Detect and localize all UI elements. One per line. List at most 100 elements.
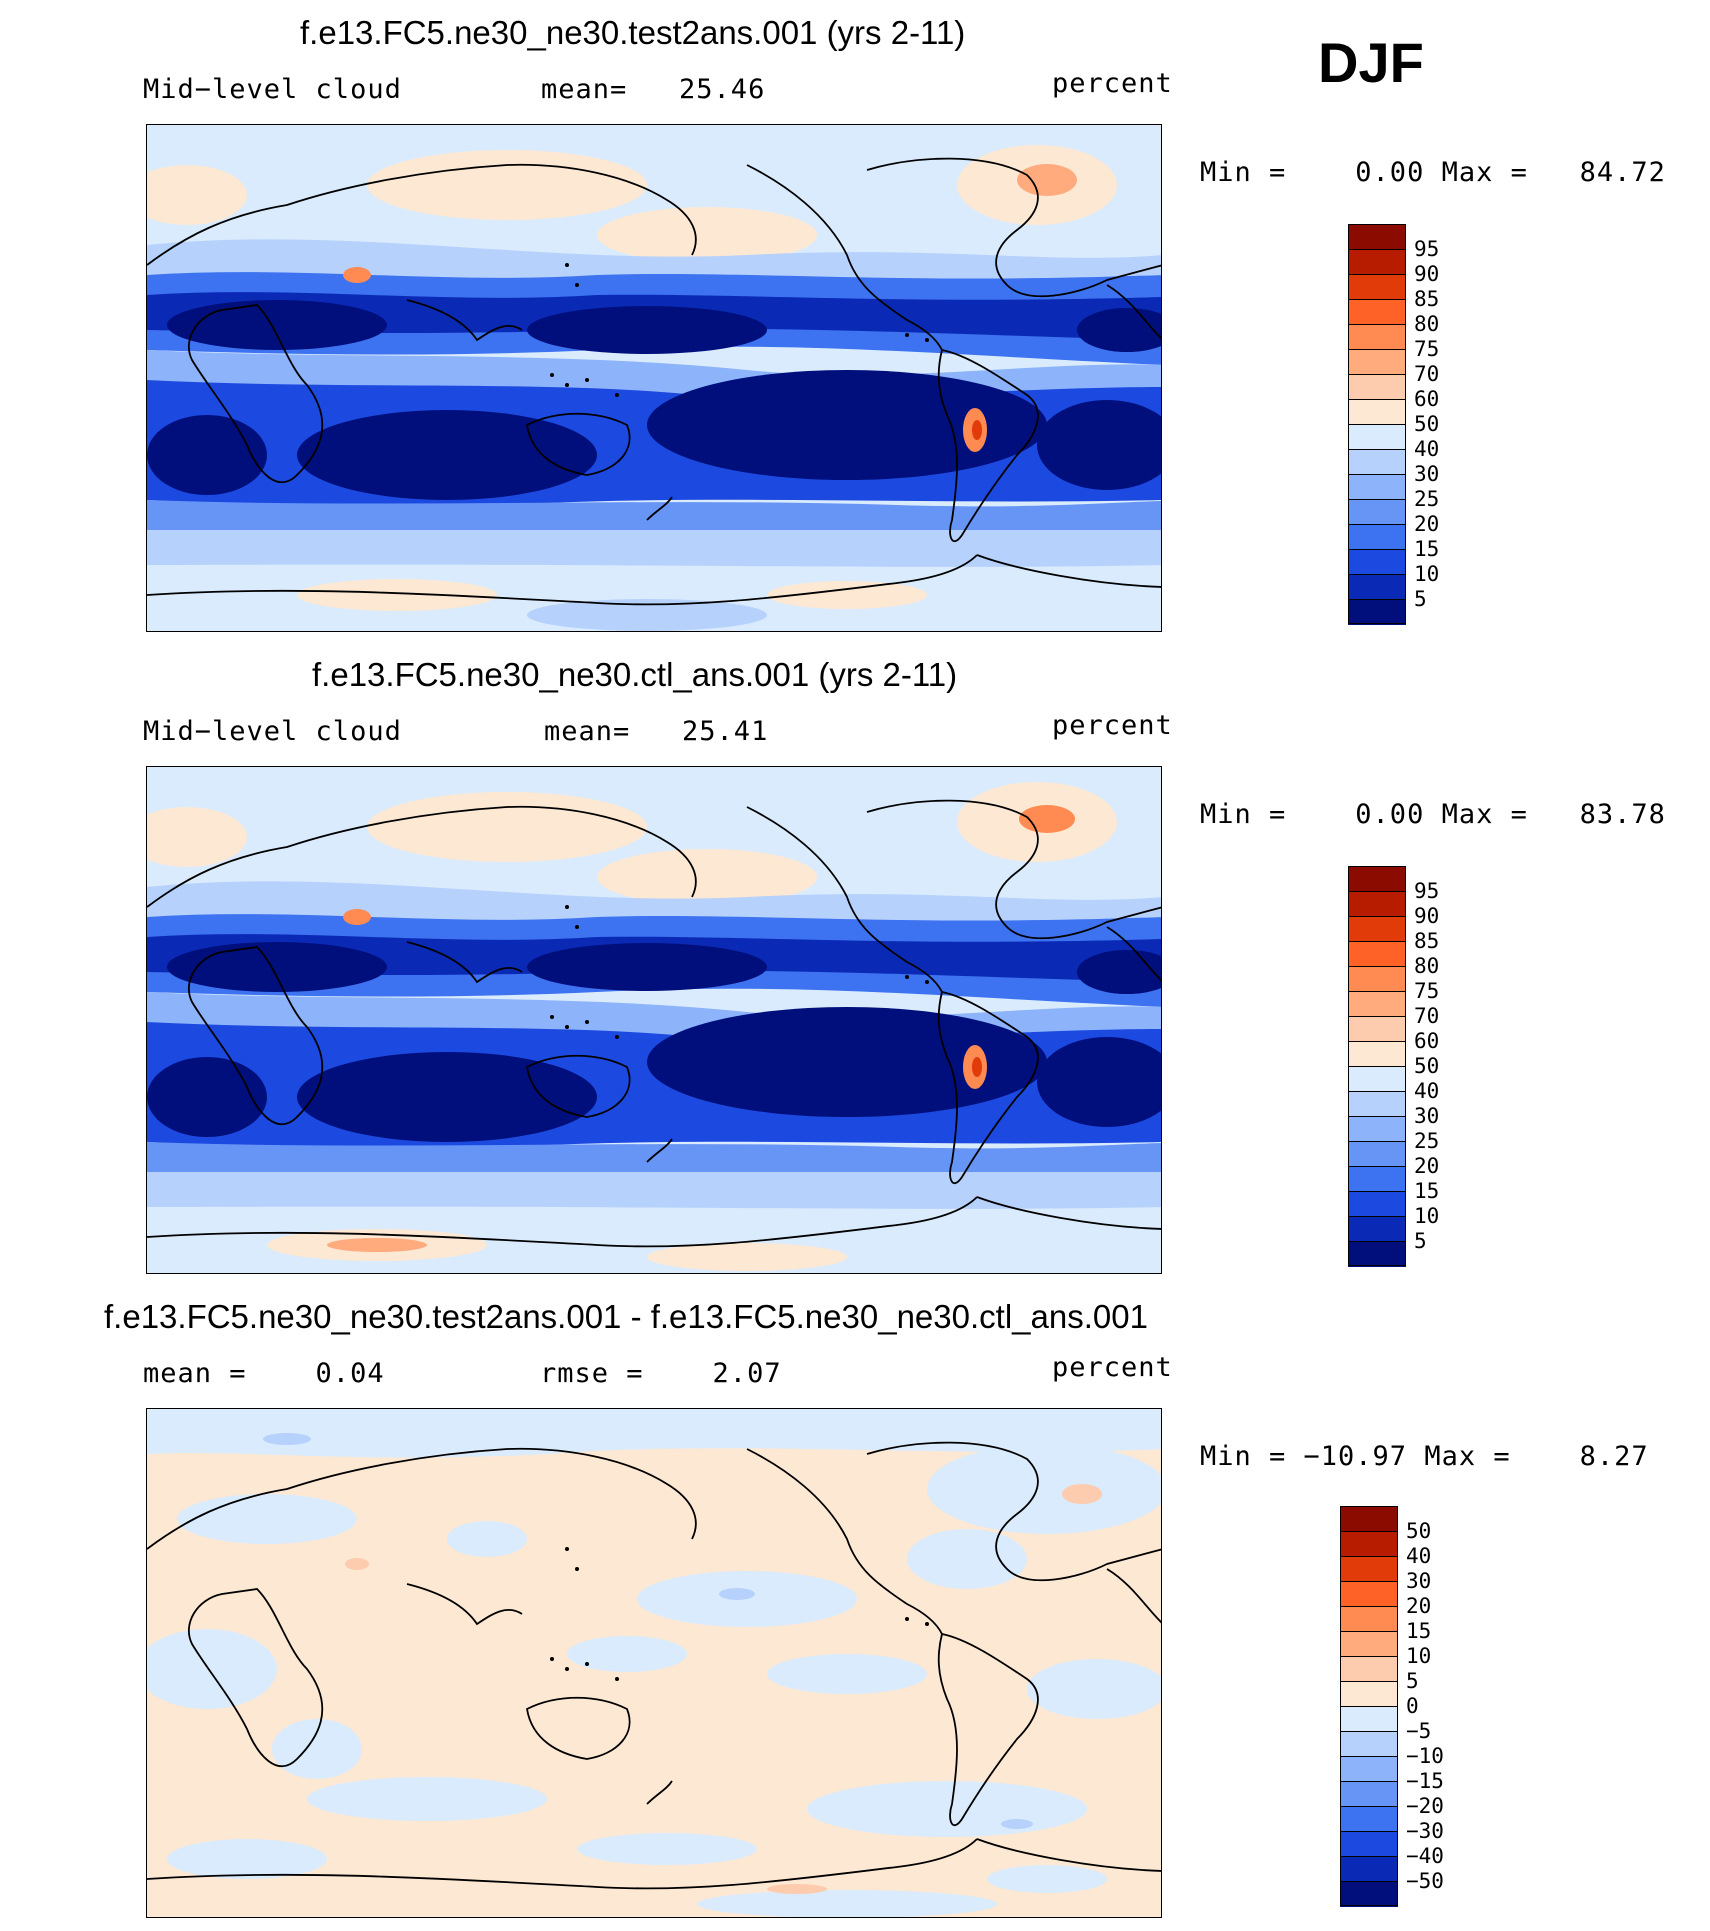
colorbar-swatch [1348, 424, 1406, 450]
colorbar-swatch [1348, 1016, 1406, 1042]
colorbar-tick-label: −30 [1406, 1819, 1444, 1843]
colorbar-swatch [1348, 891, 1406, 917]
colorbar-tick-label: 20 [1414, 512, 1440, 536]
colorbar-swatch [1340, 1656, 1398, 1682]
colorbar-swatch [1348, 1041, 1406, 1067]
colorbar-tick-label: 25 [1414, 487, 1440, 511]
colorbar-swatch [1340, 1781, 1398, 1807]
colorbar-swatch [1340, 1506, 1398, 1532]
colorbar-swatch [1348, 941, 1406, 967]
colorbar-swatch [1340, 1856, 1398, 1882]
colorbar-swatch [1348, 1141, 1406, 1167]
panel-2-map [146, 766, 1162, 1274]
colorbar-swatch [1348, 916, 1406, 942]
colorbar-swatch [1348, 299, 1406, 325]
panel-1-minmax: Min = 0.00 Max = 84.72 [1200, 157, 1666, 188]
colorbar-frame [1348, 866, 1406, 1266]
colorbar-swatch [1340, 1606, 1398, 1632]
panel-3-units-label: percent [1052, 1352, 1173, 1383]
colorbar-tick-label: 25 [1414, 1129, 1440, 1153]
colorbar-tick-label: −15 [1406, 1769, 1444, 1793]
colorbar-tick-label: 40 [1414, 437, 1440, 461]
colorbar-swatch [1348, 224, 1406, 250]
colorbar-tick-label: 10 [1414, 562, 1440, 586]
colorbar-tick-label: 10 [1414, 1204, 1440, 1228]
colorbar-swatch [1340, 1581, 1398, 1607]
colorbar-swatch [1340, 1681, 1398, 1707]
colorbar-tick-label: 40 [1414, 1079, 1440, 1103]
colorbar-swatch [1348, 274, 1406, 300]
colorbar-swatch [1340, 1731, 1398, 1757]
colorbar-tick-label: 10 [1406, 1644, 1432, 1668]
panel-3-map [146, 1408, 1162, 1918]
colorbar-tick-label: −50 [1406, 1869, 1444, 1893]
panel-3-title: f.e13.FC5.ne30_ne30.test2ans.001 - f.e13… [104, 1298, 1148, 1335]
panel-1-map-svg [147, 125, 1161, 631]
colorbar-tick-label: 80 [1414, 954, 1440, 978]
colorbar-tick-label: 95 [1414, 237, 1440, 261]
colorbar-frame [1340, 1506, 1398, 1906]
colorbar-tick-label: 0 [1406, 1694, 1419, 1718]
colorbar-tick-label: 40 [1406, 1544, 1432, 1568]
colorbar-swatch [1340, 1881, 1398, 1907]
colorbar-swatch [1348, 866, 1406, 892]
colorbar-tick-label: −10 [1406, 1744, 1444, 1768]
colorbar-swatch [1348, 524, 1406, 550]
colorbar-tick-label: 30 [1414, 462, 1440, 486]
season-label: DJF [1318, 31, 1424, 94]
colorbar-swatch [1340, 1756, 1398, 1782]
colorbar-tick-label: 20 [1414, 1154, 1440, 1178]
colorbar-swatch [1348, 1191, 1406, 1217]
panel-1-title: f.e13.FC5.ne30_ne30.test2ans.001 (yrs 2-… [300, 14, 966, 51]
colorbar-swatch [1348, 1241, 1406, 1267]
colorbar-tick-label: 15 [1406, 1619, 1432, 1643]
colorbar-tick-label: 20 [1406, 1594, 1432, 1618]
colorbar-swatch [1348, 499, 1406, 525]
colorbar-swatch [1340, 1831, 1398, 1857]
panel-3-mean-label: mean = 0.04 [143, 1358, 385, 1389]
colorbar-swatch [1348, 1216, 1406, 1242]
colorbar-tick-label: 15 [1414, 537, 1440, 561]
colorbar-tick-label: −5 [1406, 1719, 1432, 1743]
colorbar-swatch [1340, 1531, 1398, 1557]
colorbar-swatch [1340, 1556, 1398, 1582]
colorbar-swatch [1340, 1631, 1398, 1657]
colorbar-swatch [1348, 449, 1406, 475]
colorbar-swatch [1348, 599, 1406, 625]
panel-2-units-label: percent [1052, 710, 1173, 741]
colorbar-tick-label: 70 [1414, 1004, 1440, 1028]
colorbar-swatch [1348, 1166, 1406, 1192]
colorbar-tick-label: 30 [1406, 1569, 1432, 1593]
colorbar-swatch [1348, 991, 1406, 1017]
panel-2-minmax: Min = 0.00 Max = 83.78 [1200, 799, 1666, 830]
colorbar-tick-label: 85 [1414, 929, 1440, 953]
panel-1-map [146, 124, 1162, 632]
colorbar-tick-label: 80 [1414, 312, 1440, 336]
panel-3-minmax: Min = −10.97 Max = 8.27 [1200, 1441, 1649, 1472]
colorbar-swatch [1348, 324, 1406, 350]
colorbar-swatch [1348, 399, 1406, 425]
colorbar-swatch [1340, 1706, 1398, 1732]
colorbar-tick-label: 50 [1414, 1054, 1440, 1078]
colorbar-swatch [1348, 1116, 1406, 1142]
colorbar-tick-label: 90 [1414, 904, 1440, 928]
panel-1-mean-label: mean= 25.46 [541, 74, 766, 105]
colorbar-swatch [1348, 574, 1406, 600]
panel-1-variable-label: Mid−level cloud [143, 74, 402, 105]
colorbar-tick-label: 15 [1414, 1179, 1440, 1203]
colorbar-tick-label: −20 [1406, 1794, 1444, 1818]
colorbar-tick-label: 95 [1414, 879, 1440, 903]
panel-3-rmse-label: rmse = 2.07 [540, 1358, 782, 1389]
panel-2-title: f.e13.FC5.ne30_ne30.ctl_ans.001 (yrs 2-1… [312, 656, 958, 693]
colorbar-tick-label: 30 [1414, 1104, 1440, 1128]
colorbar-tick-label: 75 [1414, 337, 1440, 361]
colorbar-swatch [1348, 549, 1406, 575]
colorbar-tick-label: 60 [1414, 1029, 1440, 1053]
colorbar-swatch [1348, 474, 1406, 500]
colorbar-tick-label: 5 [1414, 1229, 1427, 1253]
panel-2-mean-label: mean= 25.41 [544, 716, 769, 747]
colorbar-tick-label: −40 [1406, 1844, 1444, 1868]
colorbar-swatch [1348, 1066, 1406, 1092]
colorbar-swatch [1348, 249, 1406, 275]
colorbar-swatch [1348, 374, 1406, 400]
